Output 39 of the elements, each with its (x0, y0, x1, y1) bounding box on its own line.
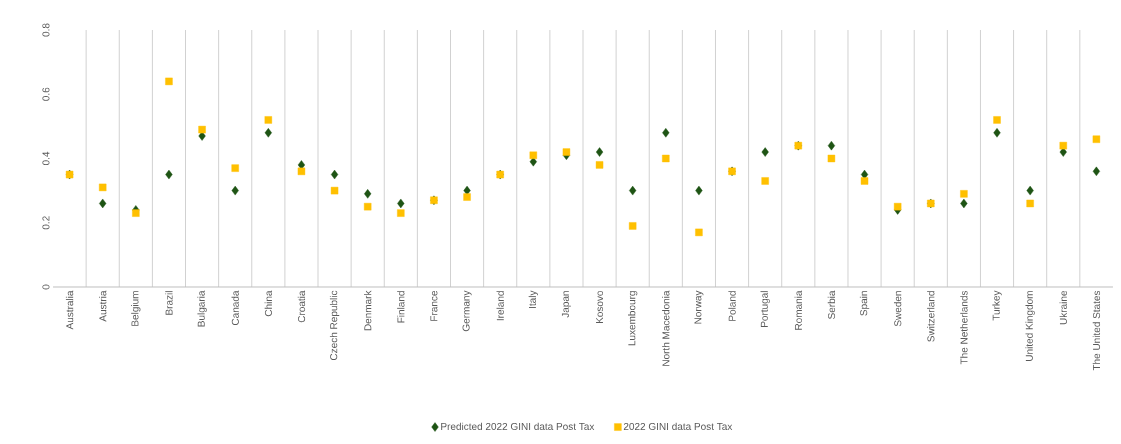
x-tick-label: The Netherlands (960, 290, 968, 365)
x-tick-label: France (430, 290, 438, 321)
x-tick-label: United Kingdom (1025, 291, 1035, 361)
y-tick-label: 0 (42, 284, 50, 290)
x-tick-label: Norway (694, 290, 704, 324)
x-tick-label: Romania (794, 290, 802, 330)
x-tick-label: Poland (728, 291, 736, 321)
x-tick-label: Japan (561, 291, 571, 318)
x-tick-label: North Macedonia (662, 290, 670, 366)
y-tick-label: 0.6 (42, 87, 50, 101)
x-tick-label: Czech Republic (329, 290, 340, 361)
x-tick-label: Canada (231, 290, 239, 326)
x-tick-label: Australia (65, 290, 74, 330)
x-tick-label: Turkey (992, 290, 1002, 321)
x-tick-label: Denmark (364, 290, 372, 331)
x-tick-label: Belgium (131, 291, 141, 326)
y-tick-label: 0.4 (42, 151, 50, 166)
y-tick-label: 0.2 (42, 216, 50, 230)
x-tick-label: Austria (99, 290, 107, 322)
x-tick-label: Brazil (165, 291, 173, 315)
x-tick-label: Kosovo (596, 290, 604, 324)
x-tick-label: Serbia (827, 290, 836, 319)
x-tick-label: Finland (397, 291, 405, 323)
x-tick-label: Italy (528, 290, 538, 308)
legend-label: 2022 GINI data Post Tax (623, 422, 733, 431)
x-tick-label: The United States (1092, 290, 1101, 371)
x-tick-label: Spain (859, 291, 870, 316)
x-tick-label: Bulgaria (197, 290, 207, 327)
legend-label: Predicted 2022 GINI data Post Tax (441, 422, 595, 431)
x-tick-label: Luxembourg (628, 291, 638, 346)
x-tick-label: China (264, 290, 272, 317)
x-tick-label: Portugal (760, 291, 770, 327)
x-tick-label: Ireland (496, 291, 504, 321)
x-tick-label: Sweden (893, 291, 902, 327)
x-tick-label: Croatia (297, 290, 306, 323)
x-tick-label: Ukraine (1059, 290, 1067, 325)
x-tick-label: Switzerland (927, 291, 935, 342)
x-tick-label: Germany (462, 290, 472, 332)
y-tick-label: 0.8 (42, 23, 50, 37)
